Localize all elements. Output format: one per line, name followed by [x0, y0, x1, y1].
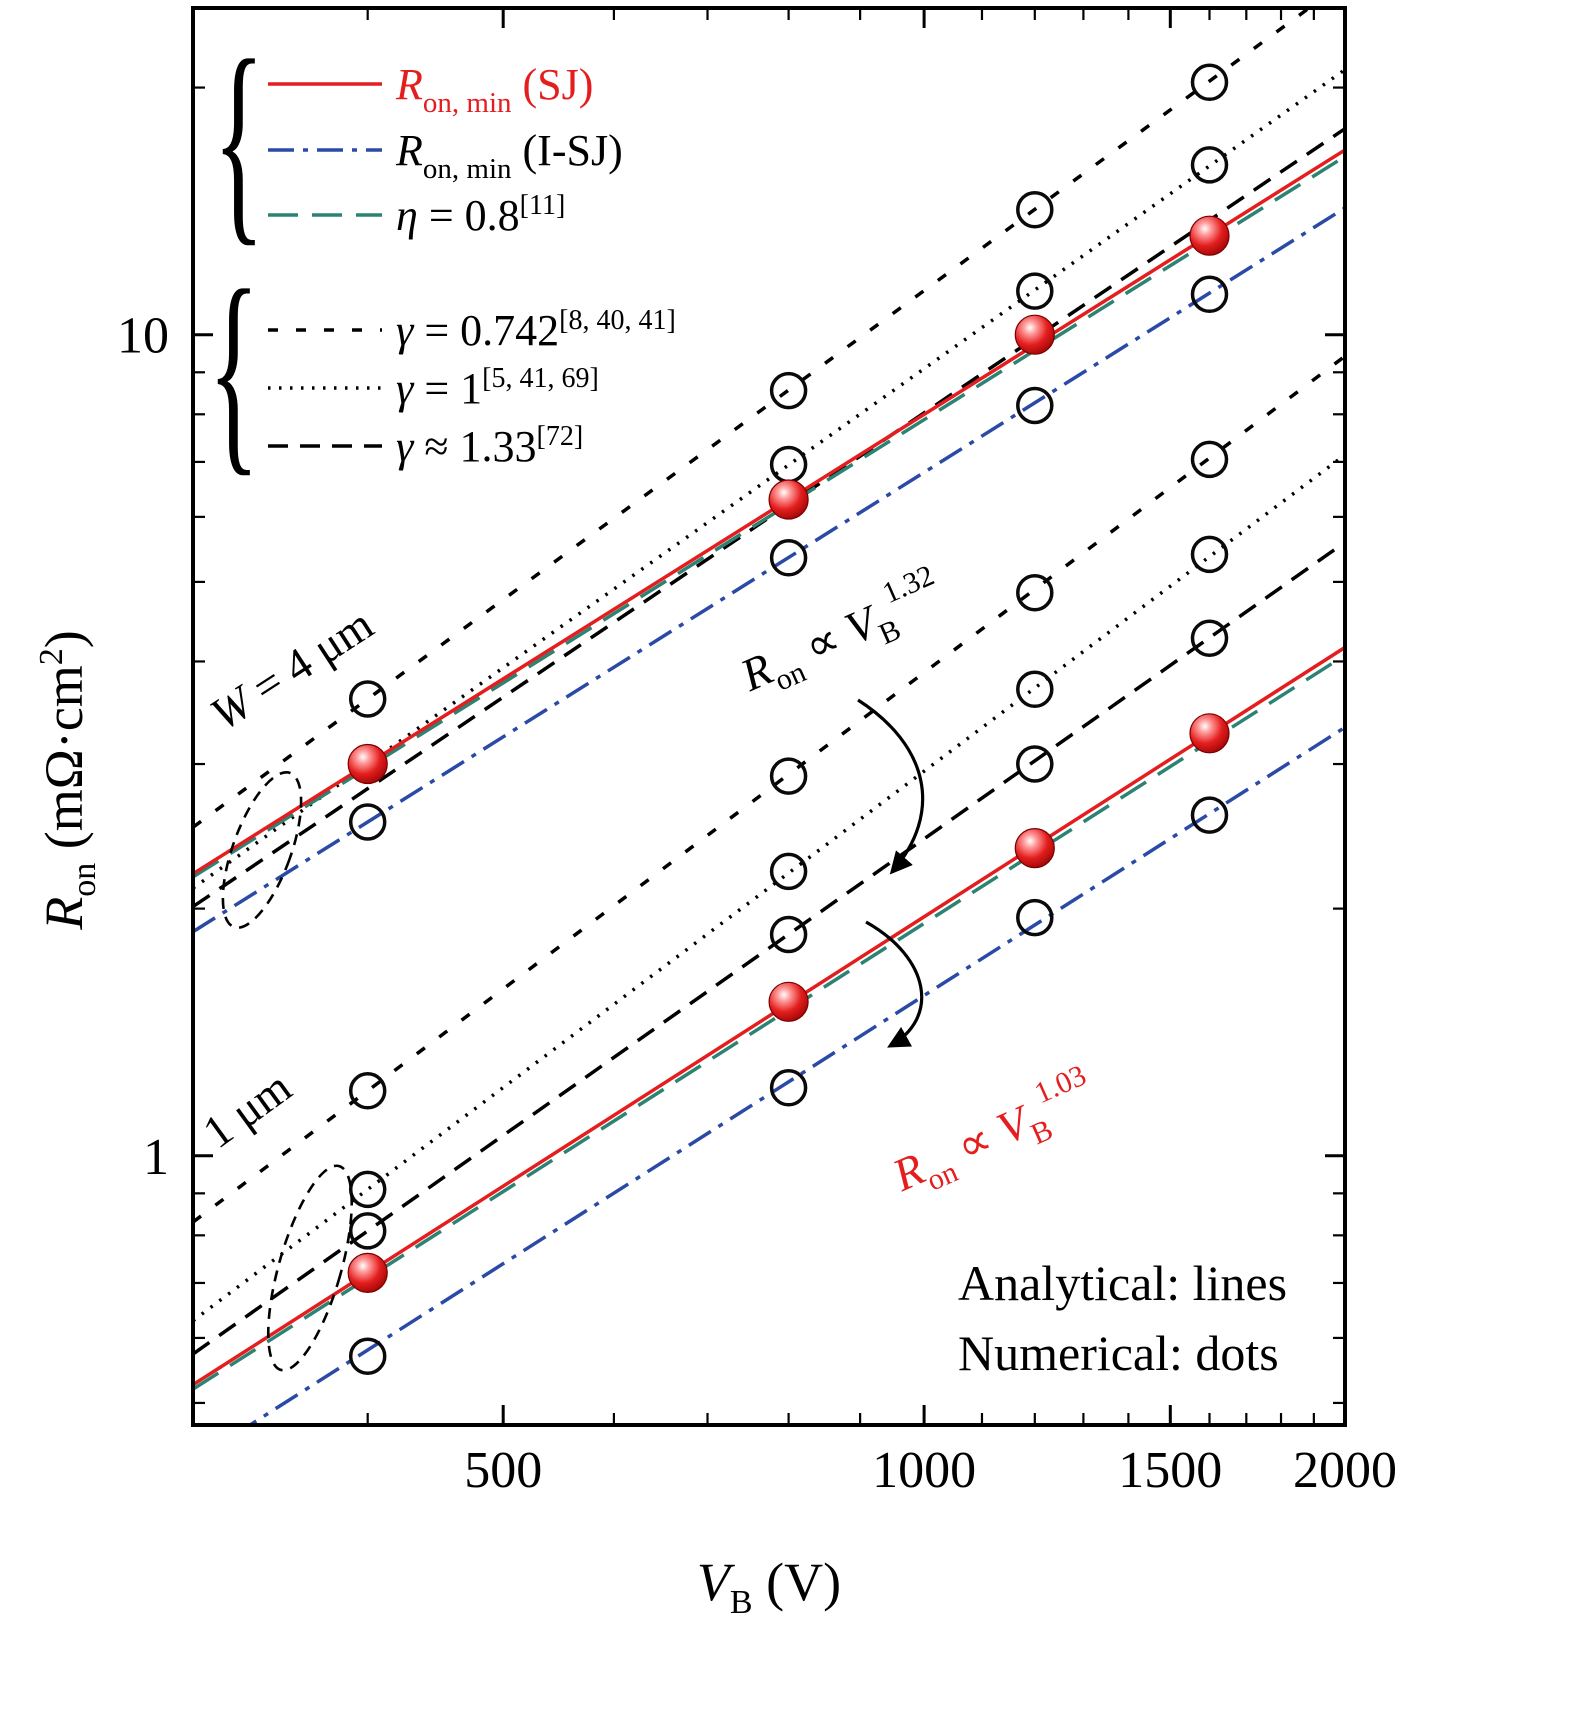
numerical-open-circles: [348, 63, 1229, 1375]
open-circle-numerical_ISJ_W4: [348, 803, 387, 841]
red-dot-numerical_SJ_W4: [347, 743, 388, 785]
legend-label-sj: Ron, min (SJ): [395, 60, 593, 119]
legend-brace-bottom: {: [208, 245, 260, 495]
x-tick-label: 2000: [1293, 1442, 1397, 1499]
plot-line-gamma133_W4: [193, 127, 1345, 909]
red-dot-numerical_SJ_W4: [1014, 314, 1055, 355]
legend-label-eta: η = 0.8[11]: [396, 190, 565, 240]
y-tick-label: 1: [143, 1129, 169, 1186]
open-circle-numerical_ISJ_W4: [1190, 275, 1229, 314]
open-circle-numerical_gamma0742_W4: [769, 371, 808, 410]
red-dot-numerical_SJ_W4: [1189, 215, 1230, 256]
y-axis-title: Ron (mΩ·cm2): [33, 630, 103, 931]
open-circle-numerical_gamma133_W1: [1016, 745, 1054, 783]
open-circle-numerical_gamma0742_W1: [348, 1072, 387, 1110]
open-circle-numerical_gamma1_W4: [769, 445, 808, 484]
legend-brace-top: {: [213, 15, 265, 265]
legend-entry-gamma1: γ = 1[5, 41, 69]: [268, 363, 599, 413]
legend-label-gamma133: γ ≈ 1.33[72]: [396, 421, 583, 471]
group-label-w1: 1 μm: [193, 1061, 300, 1158]
y-tick-label: 10: [117, 308, 169, 365]
legend-entry-sj: Ron, min (SJ): [268, 60, 593, 119]
svg-text:{: {: [208, 245, 260, 495]
plot-border: [191, 6, 1347, 1427]
plot-line-gamma1_W4: [193, 68, 1345, 890]
open-circle-numerical_gamma1_W4: [1190, 146, 1229, 184]
note-analytical: Analytical: lines: [958, 1255, 1287, 1311]
open-circle-numerical_ISJ_W4: [769, 539, 808, 577]
open-circle-numerical_gamma1_W1: [1190, 535, 1229, 574]
plot-line-RonMin_ISJ_W1: [246, 725, 1345, 1425]
red-dot-numerical_SJ_W4: [768, 479, 809, 520]
legend-entry-gamma133: γ ≈ 1.33[72]: [268, 421, 583, 471]
open-circle-numerical_gamma133_W1: [1190, 619, 1229, 657]
x-tick-label: 500: [464, 1442, 542, 1499]
open-circle-numerical_gamma0742_W1: [1190, 440, 1229, 479]
open-circle-numerical_gamma1_W1: [348, 1170, 387, 1209]
annotation-prop-103: Ron ∝ VB1.03: [881, 1059, 1106, 1210]
svg-text:{: {: [213, 15, 265, 265]
red-dot-numerical_SJ_W1: [1189, 713, 1230, 754]
open-circle-numerical_gamma0742_W4: [348, 680, 387, 718]
open-circle-numerical_ISJ_W1: [1190, 796, 1229, 834]
numerical-red-dots: [347, 215, 1230, 1294]
open-circle-numerical_gamma0742_W1: [769, 757, 808, 795]
open-circle-numerical_gamma1_W1: [1016, 670, 1054, 709]
x-tick-label: 1000: [872, 1442, 976, 1499]
legend-label-isj: Ron, min (I-SJ): [395, 126, 623, 185]
open-circle-numerical_gamma1_W1: [769, 852, 808, 891]
axis-ticks: 500 1000 1500 2000 1 10: [117, 8, 1397, 1499]
group-ellipse-w1: [266, 1164, 354, 1372]
annotation-prop-132: Ron ∝ VB1.32: [729, 559, 954, 710]
group-ellipse-w4: [221, 771, 303, 929]
plot-line-gamma0742_W4: [193, 8, 1313, 829]
legend-entry-gamma0742: γ = 0.742[8, 40, 41]: [268, 305, 676, 355]
open-circle-numerical_ISJ_W1: [1016, 898, 1054, 937]
open-circle-numerical_gamma1_W4: [1016, 272, 1054, 310]
red-dot-numerical_SJ_W1: [768, 981, 809, 1022]
plot-line-gamma133_W1: [193, 540, 1345, 1356]
open-circle-numerical_gamma0742_W4: [1190, 63, 1229, 102]
arrow-to-lower-group: [865, 920, 924, 1048]
x-axis-title: VB (V): [697, 1552, 841, 1621]
legend-entry-isj: Ron, min (I-SJ): [268, 126, 623, 185]
legend-entry-eta: η = 0.8[11]: [268, 190, 565, 240]
open-circle-numerical_ISJ_W4: [1016, 386, 1054, 425]
red-dot-numerical_SJ_W1: [1014, 827, 1055, 869]
open-circle-numerical_gamma133_W1: [769, 915, 808, 954]
red-dot-numerical_SJ_W1: [347, 1252, 388, 1294]
open-circle-numerical_gamma0742_W4: [1016, 190, 1054, 229]
plot-lines: [193, 8, 1345, 1425]
open-circle-numerical_ISJ_W1: [769, 1069, 808, 1107]
x-tick-label: 1500: [1118, 1442, 1222, 1499]
open-circle-numerical_gamma0742_W1: [1016, 573, 1054, 612]
arrow-to-upper-group: [857, 698, 925, 875]
note-numerical: Numerical: dots: [958, 1325, 1279, 1381]
legend-label-gamma0742: γ = 0.742[8, 40, 41]: [396, 305, 676, 355]
plot-line-RonMin_SJ_W1: [193, 645, 1345, 1387]
open-circle-numerical_ISJ_W1: [348, 1337, 387, 1375]
group-label-w4: W = 4 μm: [201, 598, 382, 740]
legend-label-gamma1: γ = 1[5, 41, 69]: [396, 363, 599, 413]
open-circle-numerical_gamma133_W1: [348, 1212, 387, 1250]
legend: { { Ron, min (SJ) Ron, min (I-SJ) η = 0.…: [208, 15, 676, 495]
plot-line-gamma1_W1: [193, 453, 1345, 1323]
plot-line-RonMin_SJ_W4: [193, 148, 1345, 876]
plot-line-RonMin_ISJ_W4: [193, 206, 1345, 934]
